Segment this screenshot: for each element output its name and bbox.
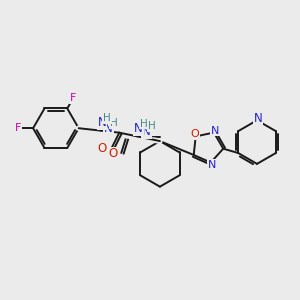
Text: N: N: [98, 116, 106, 129]
Text: H: H: [110, 118, 117, 128]
Text: O: O: [109, 148, 118, 160]
Text: H: H: [140, 118, 147, 129]
Text: N: N: [142, 125, 151, 138]
Text: N: N: [211, 126, 219, 136]
Text: F: F: [15, 123, 21, 133]
Text: N: N: [134, 122, 143, 135]
Text: H: H: [148, 121, 155, 131]
Text: O: O: [190, 129, 199, 140]
Text: N: N: [104, 122, 113, 135]
Text: F: F: [70, 93, 76, 103]
Text: N: N: [254, 112, 262, 125]
Text: O: O: [98, 142, 107, 155]
Text: N: N: [208, 160, 216, 170]
Text: H: H: [103, 113, 111, 123]
